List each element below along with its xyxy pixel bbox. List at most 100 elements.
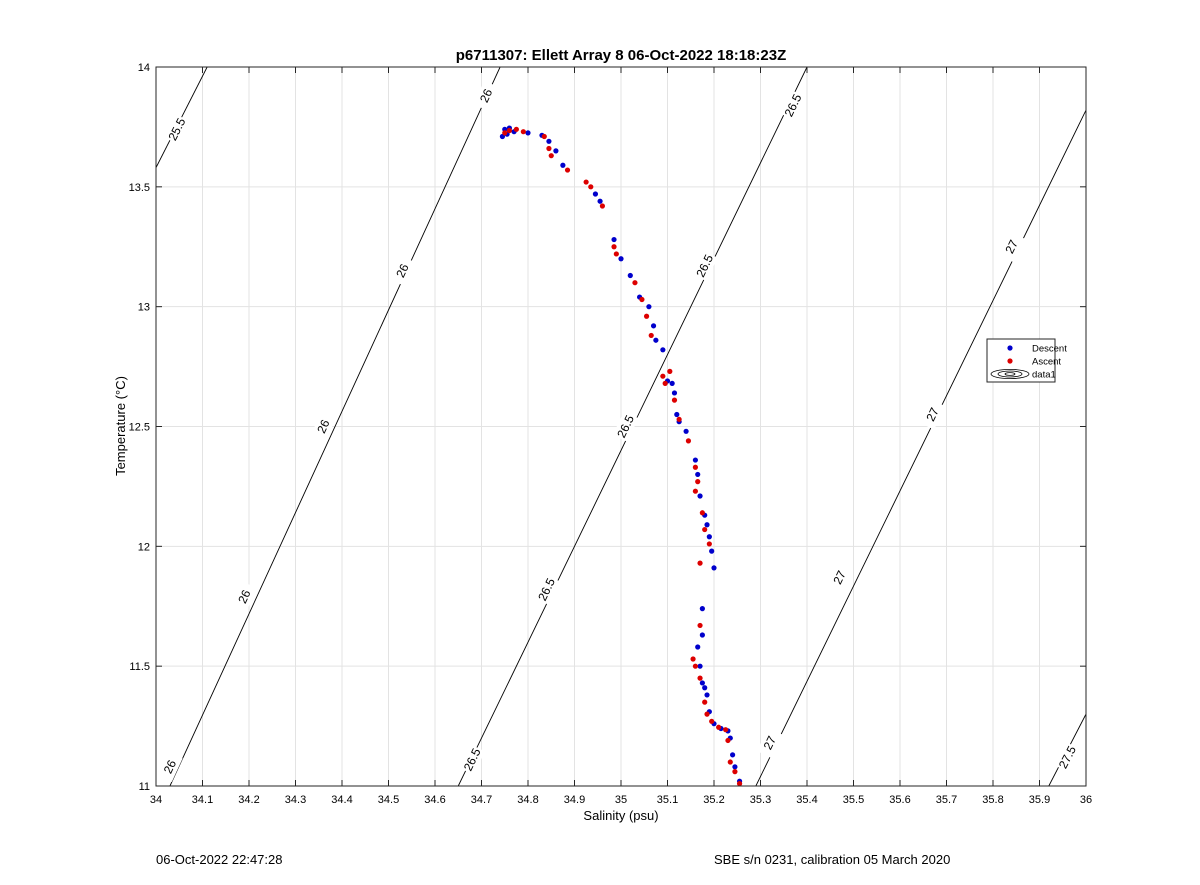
legend-ascent-label: Ascent <box>1032 357 1061 368</box>
ascent-point <box>709 718 715 724</box>
ascent-point <box>690 656 696 662</box>
ascent-point <box>662 380 668 386</box>
contour-label-background <box>389 255 416 286</box>
ascent-point <box>643 313 650 319</box>
descent-point <box>699 680 705 686</box>
ascent-point <box>639 296 645 303</box>
contour-label-text: 26 <box>161 758 179 776</box>
ascent-point <box>583 179 589 185</box>
x-tick-label: 35.4 <box>796 794 817 806</box>
contour-label-background <box>780 90 806 121</box>
density-contour-label: 26.5 <box>533 574 560 605</box>
descent-point <box>683 428 689 434</box>
contour-label-background <box>459 744 486 775</box>
contour-label-text: 27 <box>923 405 942 423</box>
contour-label-background <box>756 727 783 759</box>
y-axis-label: Temperature (°C) <box>113 376 128 476</box>
ascent-point <box>599 203 606 209</box>
legend: Descent Ascent data1 <box>986 338 1067 383</box>
descent-point <box>692 457 699 463</box>
chart-title: p6711307: Ellett Array 8 06-Oct-2022 18:… <box>456 47 786 64</box>
descent-point <box>502 126 508 132</box>
ascent-point <box>671 397 678 403</box>
contour-label-text: 26 <box>477 86 495 104</box>
x-tick-label: 35.1 <box>657 794 678 806</box>
descent-point <box>732 764 738 770</box>
descent-point <box>699 632 705 638</box>
descent-point <box>730 752 736 758</box>
x-tick-label: 34.1 <box>192 794 213 806</box>
descent-point <box>597 198 603 204</box>
descent-point <box>660 347 666 353</box>
ascent-point <box>667 368 673 374</box>
ascent-point <box>632 280 638 286</box>
contour-label-background <box>473 80 499 111</box>
descent-point <box>618 256 624 262</box>
density-contour-label: 26 <box>473 80 499 111</box>
x-tick-label: 35.3 <box>750 794 771 806</box>
x-tick-label: 35.2 <box>703 794 724 806</box>
descent-point <box>711 565 717 571</box>
ascent-point <box>702 526 708 533</box>
ascent-point <box>513 126 519 132</box>
density-contour-label: 26 <box>231 581 258 612</box>
descent-point <box>704 522 710 528</box>
density-contour-label: 26 <box>310 411 337 442</box>
descent-point <box>650 323 657 329</box>
density-contour-label: 27 <box>998 231 1025 262</box>
descent-point <box>706 534 712 540</box>
contour-label-background <box>1054 742 1081 773</box>
ascent-point <box>648 332 654 339</box>
x-axis-ticks: 34 34.1 34.2 34.3 34.4 34.5 34.6 34.7 34.8 34.9 35… <box>150 67 1092 806</box>
ascent-point <box>564 167 571 173</box>
ascent-point <box>697 622 703 629</box>
ascent-point <box>727 759 733 765</box>
ascent-point <box>702 699 708 705</box>
y-tick-label: 13 <box>138 302 150 314</box>
ascent-point <box>692 663 699 669</box>
ascent-point <box>716 724 722 730</box>
contour-label-text: 26 <box>314 417 332 435</box>
contour-label-background <box>998 231 1025 262</box>
density-contour-label: 26 <box>157 751 183 782</box>
ascent-point <box>541 133 547 140</box>
descent-point <box>695 644 701 650</box>
ascent-point <box>706 541 712 547</box>
contour-label-text: 26 <box>235 587 253 605</box>
ascent-point <box>613 251 619 257</box>
ascent-point <box>588 184 594 190</box>
contour-label-background <box>612 411 639 442</box>
ascent-point <box>699 510 705 516</box>
ascent-point <box>736 781 743 787</box>
contour-label-text: 27 <box>830 568 849 586</box>
x-tick-label: 35.8 <box>982 794 1003 806</box>
y-tick-label: 11 <box>139 781 150 793</box>
x-tick-label: 35 <box>615 794 627 806</box>
contour-label-background <box>691 250 718 282</box>
legend-ascent-marker <box>1007 358 1013 364</box>
ascent-point <box>692 464 699 470</box>
descent-point <box>646 304 652 310</box>
legend-descent-label: Descent <box>1032 344 1067 355</box>
ascent-point <box>697 560 703 566</box>
density-contour-label: 27 <box>756 727 783 759</box>
y-axis-ticks: 11 11.5 12 12.5 13 13.5 14 <box>129 62 1086 793</box>
footer-timestamp: 06-Oct-2022 22:47:28 <box>156 852 283 867</box>
descent-point <box>669 380 675 386</box>
ascent-point <box>506 127 512 134</box>
x-tick-label: 34.3 <box>285 794 306 806</box>
descent-point <box>553 148 559 154</box>
density-contour-label: 27 <box>919 399 946 430</box>
contour-label-background <box>826 562 853 593</box>
ascent-point <box>732 769 738 775</box>
descent-point <box>546 138 552 144</box>
density-contour-label: 27 <box>826 562 853 593</box>
x-tick-label: 34.4 <box>331 794 352 806</box>
ascent-point <box>723 727 729 733</box>
descent-point <box>704 692 710 698</box>
descent-point <box>699 606 705 612</box>
descent-point <box>702 685 708 691</box>
ascent-point <box>546 145 552 152</box>
ascent-point <box>520 129 526 135</box>
